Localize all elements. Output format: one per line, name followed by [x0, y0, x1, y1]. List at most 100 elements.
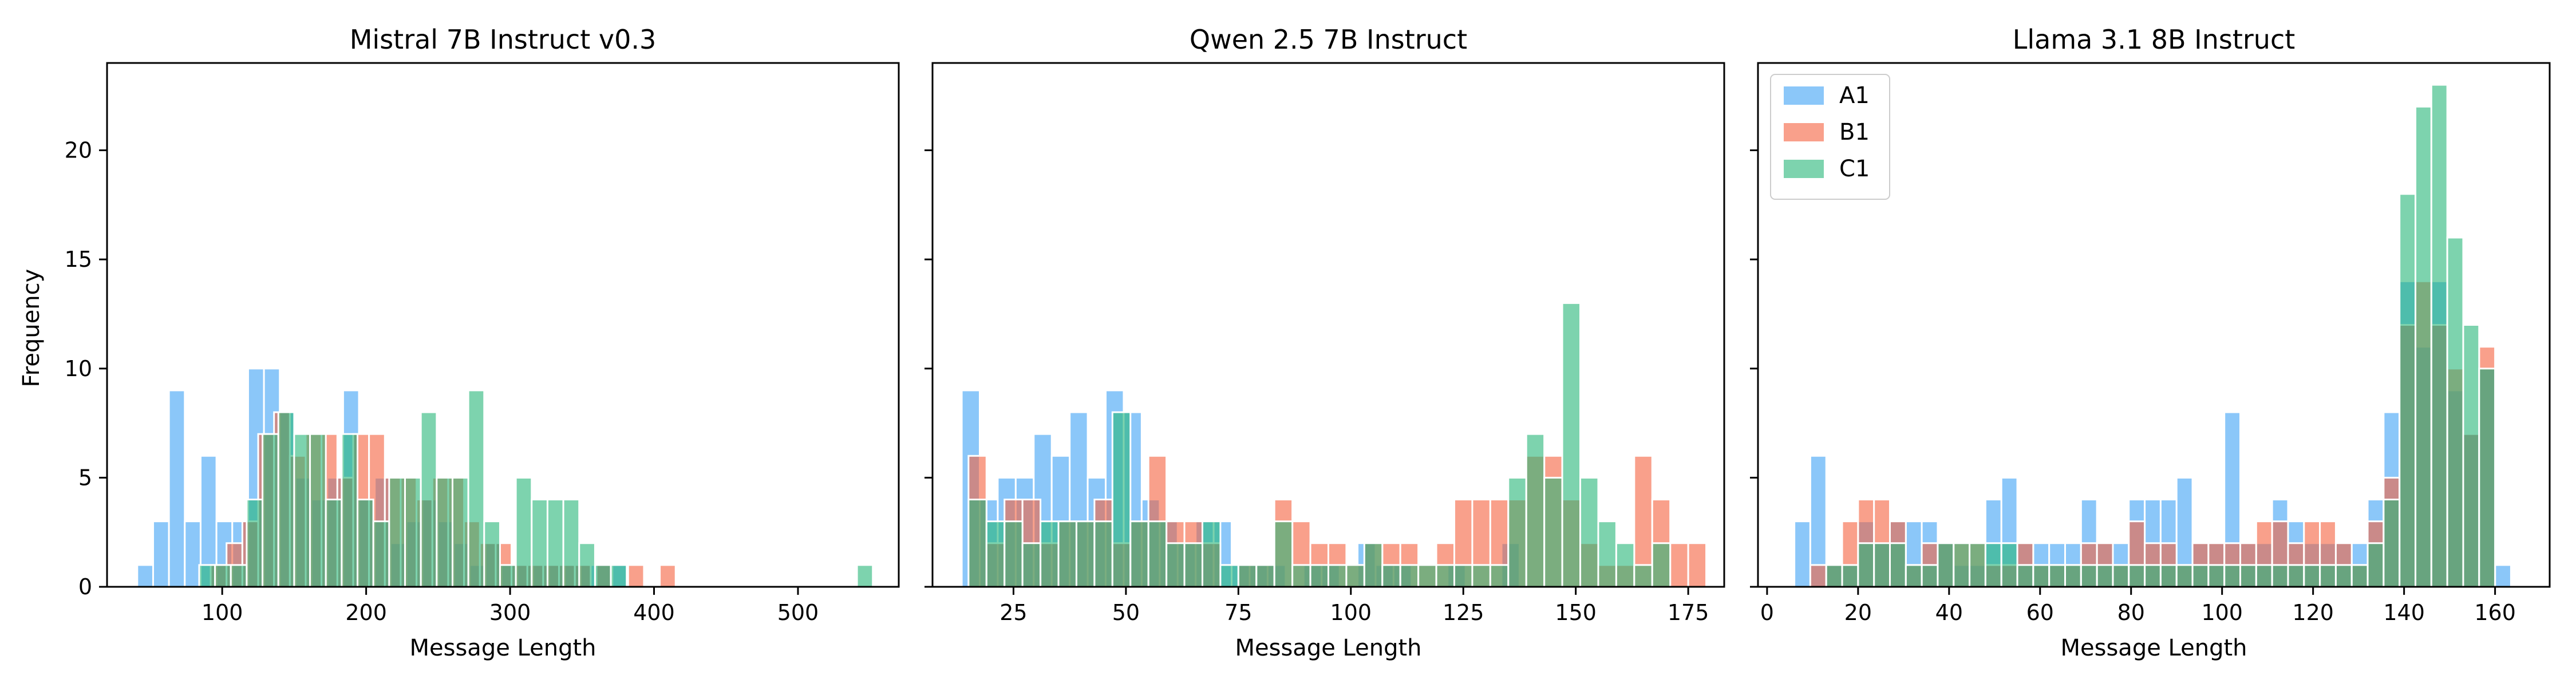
- y-tick-label: 20: [65, 138, 92, 163]
- bar-c1: [1435, 564, 1456, 588]
- bar-c1: [1021, 542, 1042, 588]
- panel-2: 25 50 75 100 125 150 175 Qwen 2.5 7B Instruct Me…: [924, 24, 1725, 661]
- x-tick-label: 120: [2292, 600, 2334, 625]
- bar-c1: [404, 476, 422, 588]
- y-tick-label: 15: [65, 247, 92, 272]
- plot-frame: [931, 62, 1725, 588]
- x-tick-label: 300: [489, 600, 531, 625]
- x-tick-label: 40: [1935, 600, 1963, 625]
- bar-c1: [246, 499, 264, 588]
- bar-c1: [1003, 520, 1024, 588]
- legend-swatch-c1: [1783, 159, 1825, 179]
- bar-a1: [184, 520, 202, 588]
- bar-c1: [451, 476, 469, 588]
- bar-c1: [1579, 476, 1599, 588]
- bar-c1: [1327, 564, 1348, 588]
- x-tick-label: 500: [777, 600, 819, 625]
- bar-c1: [2064, 564, 2082, 588]
- bar-c1: [1309, 564, 1330, 588]
- bar-c1: [594, 564, 612, 588]
- x-tick-label: 0: [1760, 600, 1774, 625]
- bar-b1: [1809, 564, 1827, 588]
- bar-c1: [1841, 564, 1859, 588]
- bar-c1: [1615, 542, 1635, 588]
- bar-a1: [152, 520, 170, 588]
- bar-c1: [341, 433, 359, 588]
- bar-c1: [1969, 542, 1986, 588]
- bar-c1: [1417, 564, 1437, 588]
- x-tick-label: 160: [2474, 600, 2516, 625]
- bar-c1: [2478, 368, 2496, 588]
- bar-c1: [856, 564, 874, 588]
- bar-c1: [467, 389, 485, 588]
- bar-c1: [2399, 193, 2417, 588]
- bar-b1: [659, 564, 677, 588]
- bar-c1: [2207, 564, 2226, 588]
- bar-c1: [1040, 520, 1060, 588]
- bar-c1: [388, 476, 406, 588]
- panel-title: Llama 3.1 8B Instruct: [2013, 24, 2296, 55]
- bar-c1: [515, 476, 533, 588]
- bar-c1: [2191, 564, 2210, 588]
- bar-c1: [293, 433, 311, 588]
- bar-c1: [1291, 564, 1311, 588]
- bar-c1: [1984, 542, 2002, 588]
- bar-c1: [1507, 476, 1527, 588]
- x-tick-label: 140: [2383, 600, 2425, 625]
- bar-c1: [531, 499, 548, 588]
- x-tick-label: 150: [1555, 600, 1597, 625]
- x-tick-label: 75: [1224, 600, 1252, 625]
- bar-c1: [2350, 564, 2369, 588]
- bar-c1: [1399, 564, 1420, 588]
- bar-c1: [262, 433, 279, 588]
- series-c1: [967, 302, 1672, 588]
- bar-c1: [967, 499, 987, 588]
- bar-c1: [483, 520, 501, 588]
- bar-c1: [309, 433, 327, 588]
- bar-c1: [1937, 542, 1955, 588]
- bar-c1: [1651, 542, 1672, 588]
- bar-c1: [2128, 564, 2146, 588]
- legend-swatch-a1: [1783, 85, 1825, 106]
- bar-c1: [2175, 564, 2194, 588]
- bar-c1: [2096, 564, 2114, 588]
- legend-swatch-b1: [1783, 122, 1825, 143]
- bar-c1: [2032, 564, 2050, 588]
- bar-c1: [1093, 520, 1113, 588]
- x-tick-label: 20: [1844, 600, 1872, 625]
- bar-c1: [2000, 542, 2018, 588]
- bar-c1: [1825, 564, 1843, 588]
- x-tick-label: 60: [2026, 600, 2054, 625]
- x-tick-label: 100: [202, 600, 243, 625]
- x-tick-label: 80: [2117, 600, 2145, 625]
- bar-c1: [2255, 564, 2273, 588]
- y-tick-label: 0: [78, 574, 92, 599]
- x-tick-label: 400: [633, 600, 675, 625]
- bar-c1: [610, 564, 628, 588]
- bar-c1: [2303, 564, 2321, 588]
- bar-c1: [2366, 542, 2385, 588]
- bar-c1: [1237, 564, 1258, 588]
- bar-c1: [2287, 564, 2305, 588]
- bar-c1: [2334, 564, 2353, 588]
- bar-c1: [985, 520, 1006, 588]
- x-tick-label: 200: [345, 600, 387, 625]
- bar-c1: [562, 499, 580, 588]
- legend-label-a1: A1: [1839, 82, 1870, 109]
- bar-c1: [1111, 411, 1132, 588]
- bar-c1: [2048, 564, 2067, 588]
- bar-c1: [1453, 564, 1473, 588]
- bar-c1: [436, 476, 453, 588]
- bar-c1: [1273, 520, 1294, 588]
- bar-c1: [1873, 542, 1891, 588]
- bar-c1: [1561, 302, 1582, 588]
- bar-c1: [1525, 433, 1546, 588]
- x-axis-label: Message Length: [410, 635, 596, 661]
- bar-c1: [1953, 542, 1971, 588]
- x-tick-label: 100: [2201, 600, 2243, 625]
- y-axis-label: Frequency: [18, 269, 45, 388]
- panel-3: 0 20 40 60 80 100 120 140 160 Llama 3.1 8B Instru…: [1750, 24, 2551, 661]
- bar-c1: [2430, 84, 2448, 588]
- bar-b1: [1669, 542, 1689, 588]
